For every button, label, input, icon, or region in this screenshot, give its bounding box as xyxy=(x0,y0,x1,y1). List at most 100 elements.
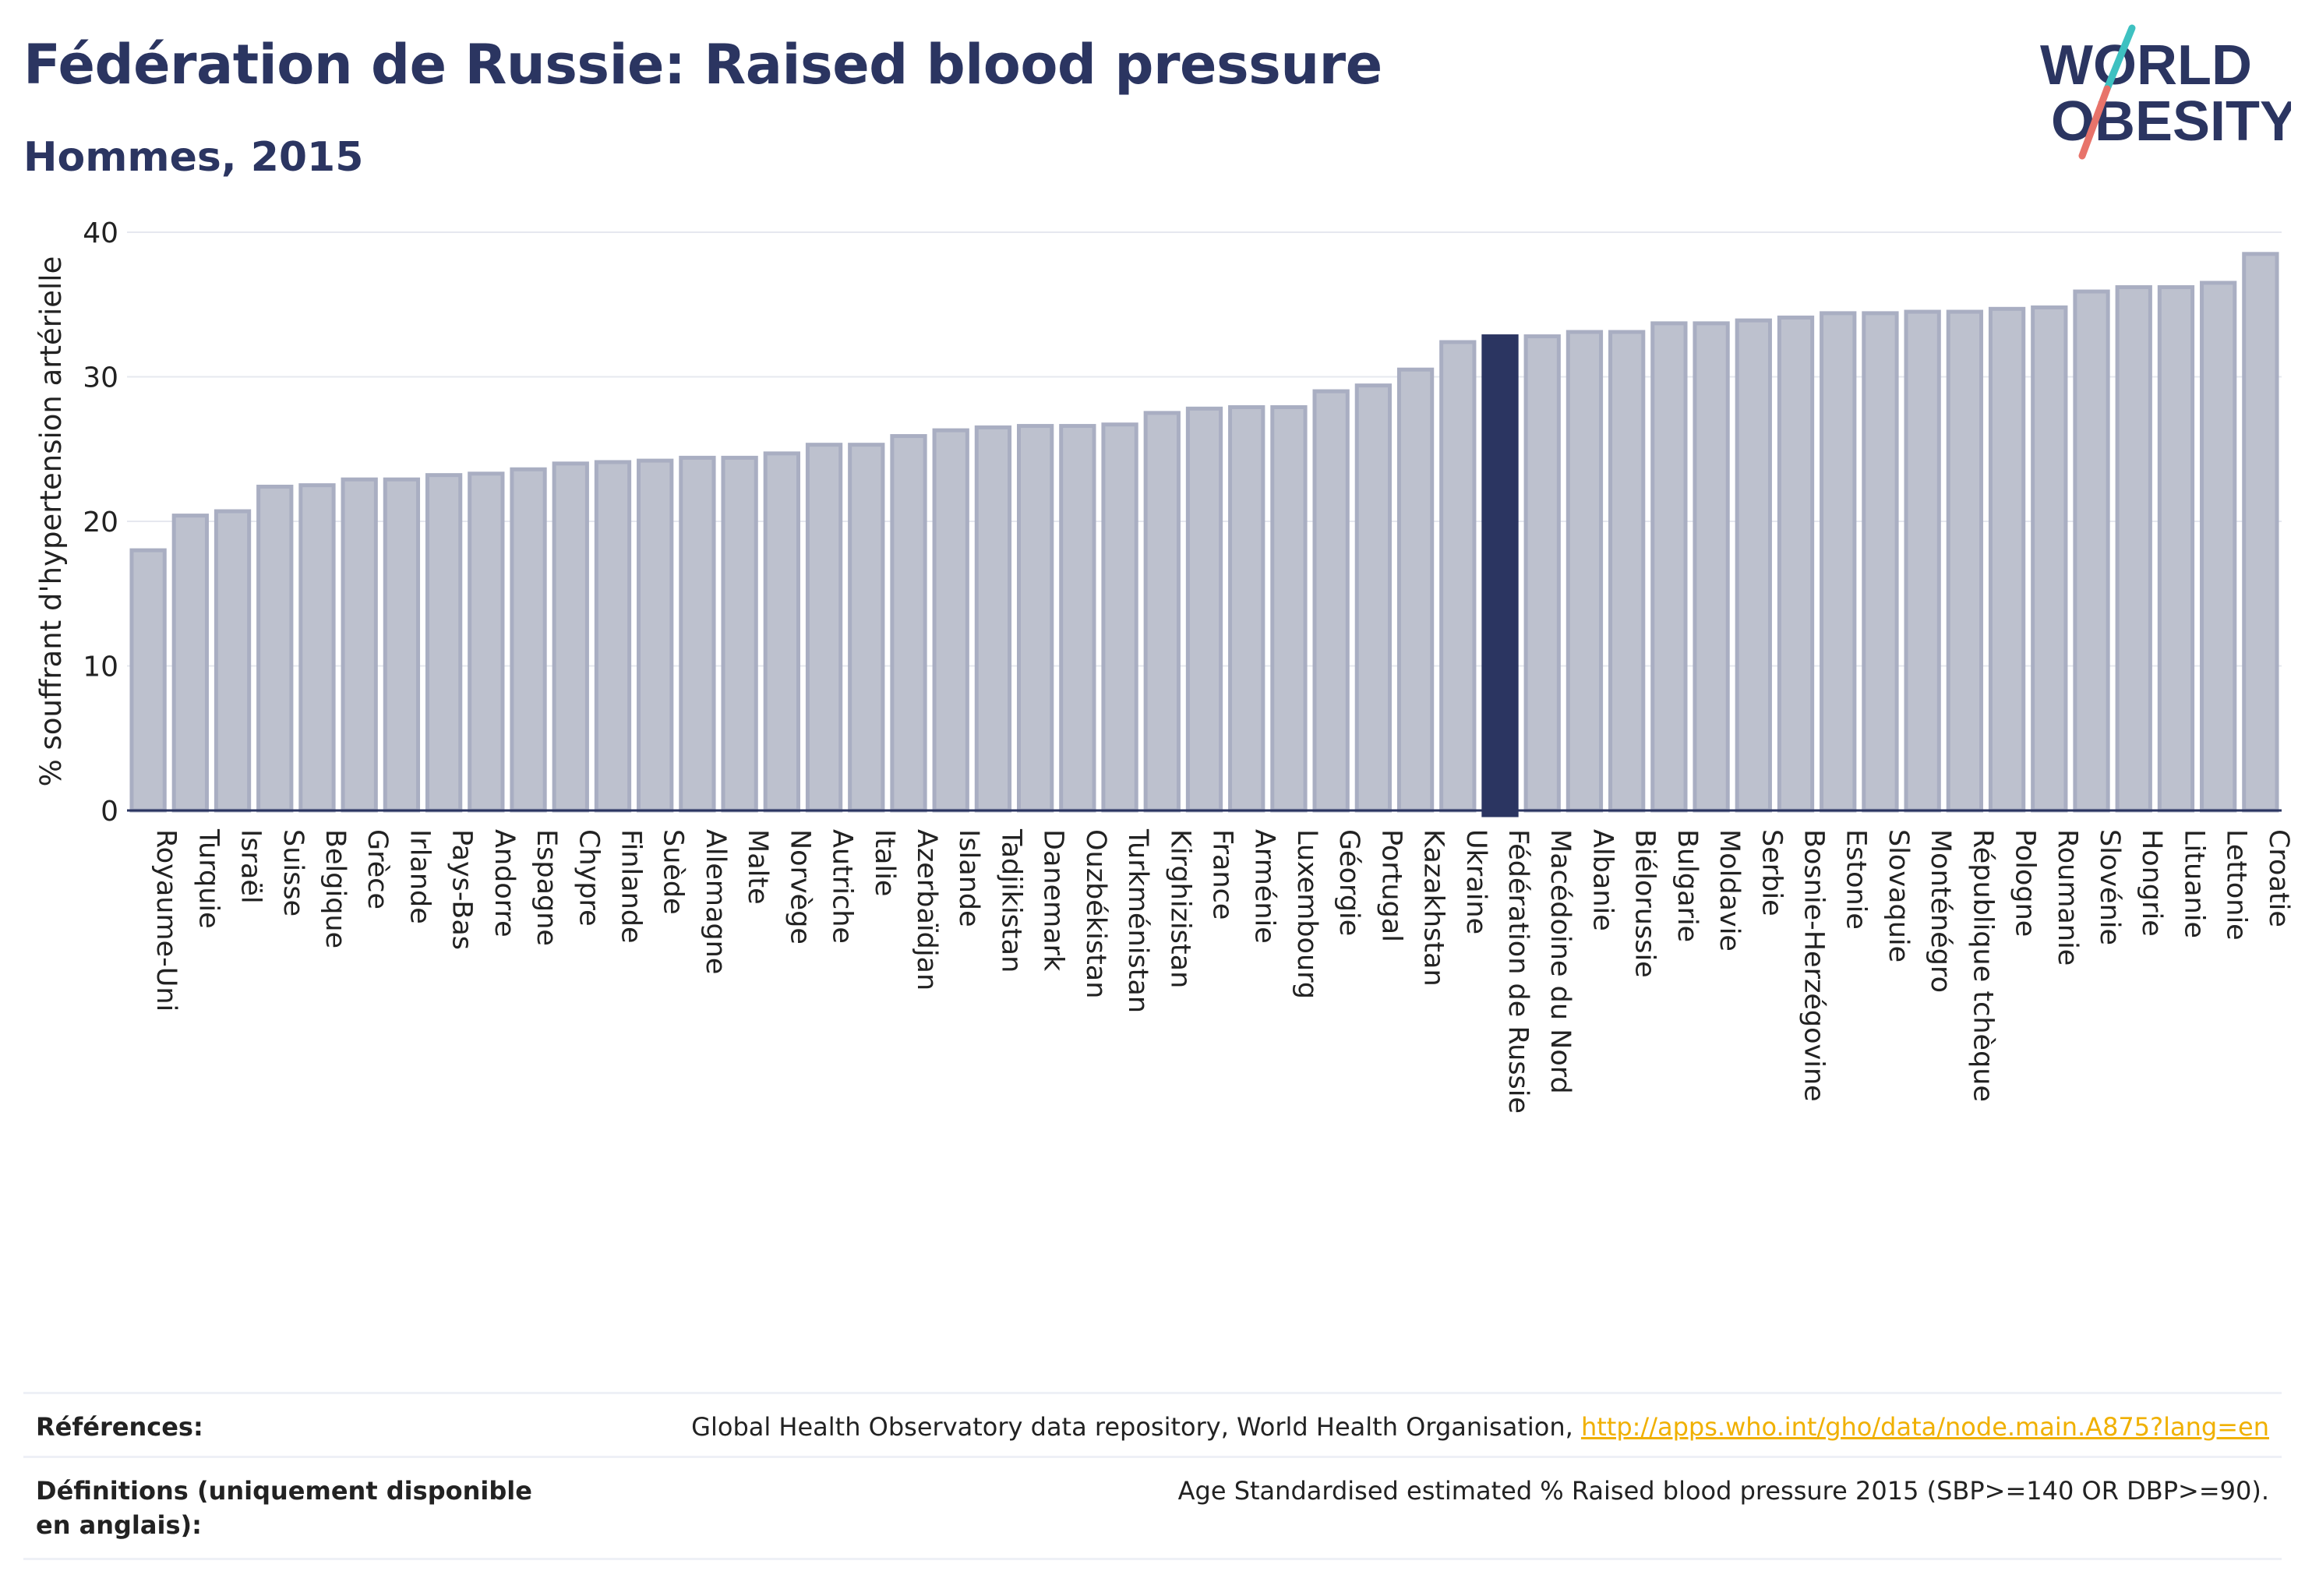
bar xyxy=(2157,284,2195,813)
x-tick-label: Kazakhstan xyxy=(1418,829,1449,987)
x-tick-label: Irlande xyxy=(404,829,435,924)
bar xyxy=(2200,281,2237,813)
x-tick-label: Suède xyxy=(658,829,689,915)
bar xyxy=(1777,315,1815,813)
x-tick-label: Ukraine xyxy=(1460,829,1491,934)
x-tick-label: Turquie xyxy=(192,828,224,929)
bar xyxy=(2242,252,2279,813)
x-tick-label: Belgique xyxy=(319,829,351,948)
x-tick-label: Slovaquie xyxy=(1883,829,1914,962)
x-tick-label: Monténégro xyxy=(1925,829,1956,993)
bar xyxy=(1101,422,1138,813)
x-tick-label: Allemagne xyxy=(700,829,731,974)
x-tick-label: Norvège xyxy=(784,829,815,945)
bar xyxy=(1988,306,2026,813)
bar xyxy=(1523,334,1561,813)
bar xyxy=(1059,424,1096,813)
references-link[interactable]: http://apps.who.int/gho/data/node.main.A… xyxy=(1580,1412,2269,1442)
x-tick-label: Croatie xyxy=(2263,829,2294,927)
x-tick-label: Fédération de Russie xyxy=(1502,829,1534,1114)
x-tick-label: Tadjikistan xyxy=(995,828,1026,973)
y-tick-label: 0 xyxy=(101,796,118,828)
x-tick-label: Suisse xyxy=(277,829,309,916)
bar xyxy=(721,455,758,813)
bar xyxy=(425,473,463,813)
x-tick-label: Grèce xyxy=(362,829,393,909)
x-tick-label: France xyxy=(1207,829,1238,920)
logo-line1: WORLD xyxy=(2040,34,2252,97)
bar xyxy=(214,509,252,813)
x-tick-label: Kirghizistan xyxy=(1164,829,1195,988)
bar xyxy=(383,477,421,813)
y-tick-label: 10 xyxy=(83,651,118,683)
bar xyxy=(1904,309,1941,813)
y-axis-label: % souffrant d'hypertension artérielle xyxy=(34,256,68,787)
bar xyxy=(1143,411,1181,813)
x-tick-label: Lituanie xyxy=(2178,829,2209,938)
x-tick-label: Ouzbékistan xyxy=(1080,829,1111,998)
x-tick-label: Slovénie xyxy=(2094,829,2125,945)
world-obesity-logo: WORLD OBESITY xyxy=(2040,24,2291,160)
x-tick-labels: Royaume-Uni Turquie Israël Suisse Belgique Gr… xyxy=(150,828,2294,1114)
bar xyxy=(890,434,927,813)
bar xyxy=(298,483,336,813)
x-tick-label: Lettonie xyxy=(2221,829,2252,941)
bar xyxy=(341,477,378,813)
x-tick-label: Albanie xyxy=(1587,829,1618,931)
bar xyxy=(594,460,632,813)
bar-chart: 0 10 20 30 40 Royaume-Uni Turquie Israël Suisse… xyxy=(34,217,2294,1114)
bar xyxy=(129,548,167,813)
bar xyxy=(1565,330,1604,813)
x-tick-label: Roumanie xyxy=(2052,829,2083,966)
bar xyxy=(1862,311,1899,813)
bar xyxy=(1354,383,1393,813)
bar xyxy=(2115,284,2152,813)
references-row: Références: Global Health Observatory da… xyxy=(23,1392,2282,1458)
x-tick-label: Malte xyxy=(742,829,773,905)
bar xyxy=(1396,367,1435,813)
x-tick-label: Andorre xyxy=(489,829,520,937)
bar xyxy=(805,443,843,813)
bar xyxy=(1185,406,1223,813)
bar xyxy=(1016,424,1054,813)
x-tick-label: Arménie xyxy=(1249,829,1280,944)
bar xyxy=(1228,404,1265,813)
bars xyxy=(129,252,2279,817)
x-tick-label: Biélorussie xyxy=(1629,829,1661,978)
x-tick-label: Espagne xyxy=(531,829,562,946)
definitions-value: Age Standardised estimated % Raised bloo… xyxy=(1177,1476,2269,1506)
bar xyxy=(763,451,800,813)
x-tick-label: Géorgie xyxy=(1333,829,1364,936)
bar xyxy=(1270,404,1308,813)
references-text: Global Health Observatory data repositor… xyxy=(691,1412,1581,1442)
bar xyxy=(171,514,209,813)
bar xyxy=(1946,309,1984,813)
definitions-row: Définitions (uniquement disponible en an… xyxy=(23,1456,2282,1560)
bar xyxy=(1608,330,1646,813)
x-tick-label: Turkménistan xyxy=(1122,828,1153,1013)
bar xyxy=(256,484,294,813)
bar xyxy=(510,467,547,813)
bar xyxy=(2031,305,2068,813)
references-label: Références: xyxy=(36,1412,203,1442)
bar xyxy=(552,461,589,813)
definitions-label: Définitions (uniquement disponible en an… xyxy=(36,1476,532,1540)
x-tick-label: Autriche xyxy=(827,829,858,944)
x-tick-label: Chypre xyxy=(573,829,604,927)
logo-line2: OBESITY xyxy=(2051,90,2291,153)
bar xyxy=(679,455,716,813)
x-tick-label: Macédoine du Nord xyxy=(1544,829,1576,1094)
x-tick-label: Estonie xyxy=(1841,829,1872,930)
bar xyxy=(468,471,505,813)
x-tick-label: Serbie xyxy=(1756,829,1787,916)
bar xyxy=(974,425,1012,813)
x-tick-label: Islande xyxy=(953,829,984,927)
y-tick-label: 30 xyxy=(83,362,118,394)
bar xyxy=(2073,289,2110,813)
x-tick-label: Hongrie xyxy=(2136,829,2167,937)
chart-title: Fédération de Russie: Raised blood press… xyxy=(23,33,1382,97)
x-tick-label: Moldavie xyxy=(1714,829,1745,952)
x-tick-label: Pays-Bas xyxy=(447,829,478,950)
bar xyxy=(1650,321,1688,813)
y-tick-label: 20 xyxy=(83,507,118,538)
